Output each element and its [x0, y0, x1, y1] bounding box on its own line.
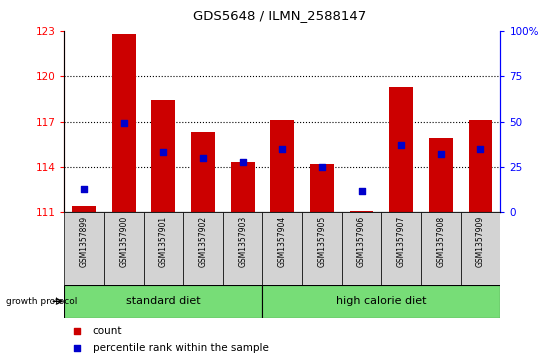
Text: GSM1357901: GSM1357901 — [159, 216, 168, 267]
Point — [278, 146, 287, 152]
Text: GSM1357906: GSM1357906 — [357, 216, 366, 267]
Text: growth protocol: growth protocol — [6, 297, 77, 306]
Bar — [271, 120, 294, 212]
Point — [79, 186, 88, 192]
Text: high calorie diet: high calorie diet — [336, 296, 427, 306]
Bar — [183, 212, 223, 285]
Point — [198, 155, 207, 161]
Text: GSM1357907: GSM1357907 — [397, 216, 406, 267]
Point — [397, 142, 406, 148]
Point — [437, 151, 446, 157]
Bar — [342, 212, 381, 285]
Bar — [461, 212, 500, 285]
Bar — [104, 212, 144, 285]
Text: GSM1357905: GSM1357905 — [318, 216, 326, 267]
Point — [119, 121, 128, 126]
Bar — [468, 120, 492, 212]
Bar — [64, 285, 263, 318]
Bar — [350, 211, 373, 212]
Bar — [421, 212, 461, 285]
Bar — [263, 285, 500, 318]
Point — [318, 164, 326, 170]
Bar — [429, 138, 453, 212]
Text: GSM1357904: GSM1357904 — [278, 216, 287, 267]
Bar — [72, 206, 96, 212]
Bar — [302, 212, 342, 285]
Bar — [381, 212, 421, 285]
Text: GSM1357900: GSM1357900 — [119, 216, 128, 267]
Text: GSM1357899: GSM1357899 — [79, 216, 89, 267]
Bar — [112, 34, 136, 212]
Bar — [389, 87, 413, 212]
Text: GSM1357902: GSM1357902 — [198, 216, 207, 267]
Bar — [64, 212, 104, 285]
Bar — [263, 212, 302, 285]
Point — [159, 150, 168, 155]
Bar — [151, 101, 176, 212]
Bar — [223, 212, 263, 285]
Bar — [231, 163, 254, 212]
Text: percentile rank within the sample: percentile rank within the sample — [93, 343, 268, 354]
Text: GSM1357908: GSM1357908 — [437, 216, 446, 267]
Point — [73, 346, 82, 351]
Bar — [310, 164, 334, 212]
Text: GSM1357903: GSM1357903 — [238, 216, 247, 267]
Text: GDS5648 / ILMN_2588147: GDS5648 / ILMN_2588147 — [193, 9, 366, 22]
Bar — [144, 212, 183, 285]
Point — [73, 329, 82, 334]
Text: count: count — [93, 326, 122, 337]
Point — [476, 146, 485, 152]
Text: standard diet: standard diet — [126, 296, 201, 306]
Point — [357, 188, 366, 193]
Point — [238, 159, 247, 164]
Text: GSM1357909: GSM1357909 — [476, 216, 485, 267]
Bar — [191, 132, 215, 212]
